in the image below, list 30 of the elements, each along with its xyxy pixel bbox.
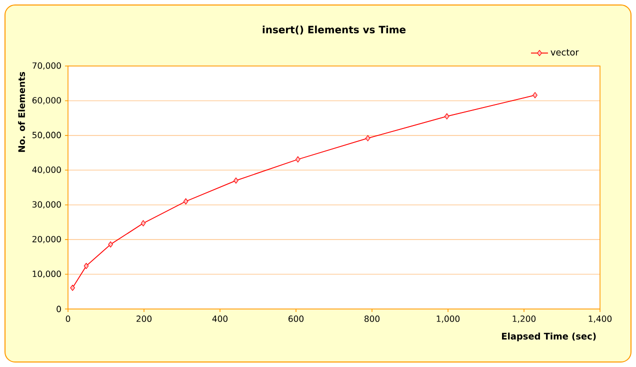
x-tick-label: 0 [66, 316, 70, 322]
x-tick-label: 400 [212, 316, 228, 322]
point [444, 113, 450, 120]
y-tick-label: 10,000 [32, 270, 61, 278]
point [183, 198, 188, 204]
y-tick-label: 60,000 [32, 97, 61, 104]
x-tick-label: 600 [288, 316, 304, 322]
point [234, 177, 238, 184]
y-axis-title: No. of Elements [18, 72, 26, 152]
legend-label: vector [550, 49, 579, 56]
point [140, 220, 146, 226]
y-tick-label: 70,000 [32, 62, 61, 70]
x-tick-label: 1,000 [436, 316, 460, 323]
y-tick-label: 50,000 [32, 132, 61, 140]
x-tick-label: 200 [136, 316, 152, 322]
y-tick-label: 30,000 [32, 201, 61, 208]
x-tick-label: 1,400 [588, 316, 612, 323]
x-tick-label: 800 [364, 316, 380, 322]
y-tick-label: 20,000 [32, 236, 61, 244]
y-tick-label: 40,000 [32, 166, 61, 174]
y-tick-label: 0 [56, 306, 61, 312]
point [108, 241, 113, 248]
x-tick-label: 1,200 [512, 316, 536, 323]
point [70, 284, 75, 291]
point [365, 135, 370, 142]
x-axis-title: Elapsed Time (sec) [502, 332, 596, 342]
point [296, 156, 300, 162]
point [84, 262, 89, 270]
chart-title: insert() Elements vs Time [262, 26, 406, 35]
point [532, 92, 538, 98]
